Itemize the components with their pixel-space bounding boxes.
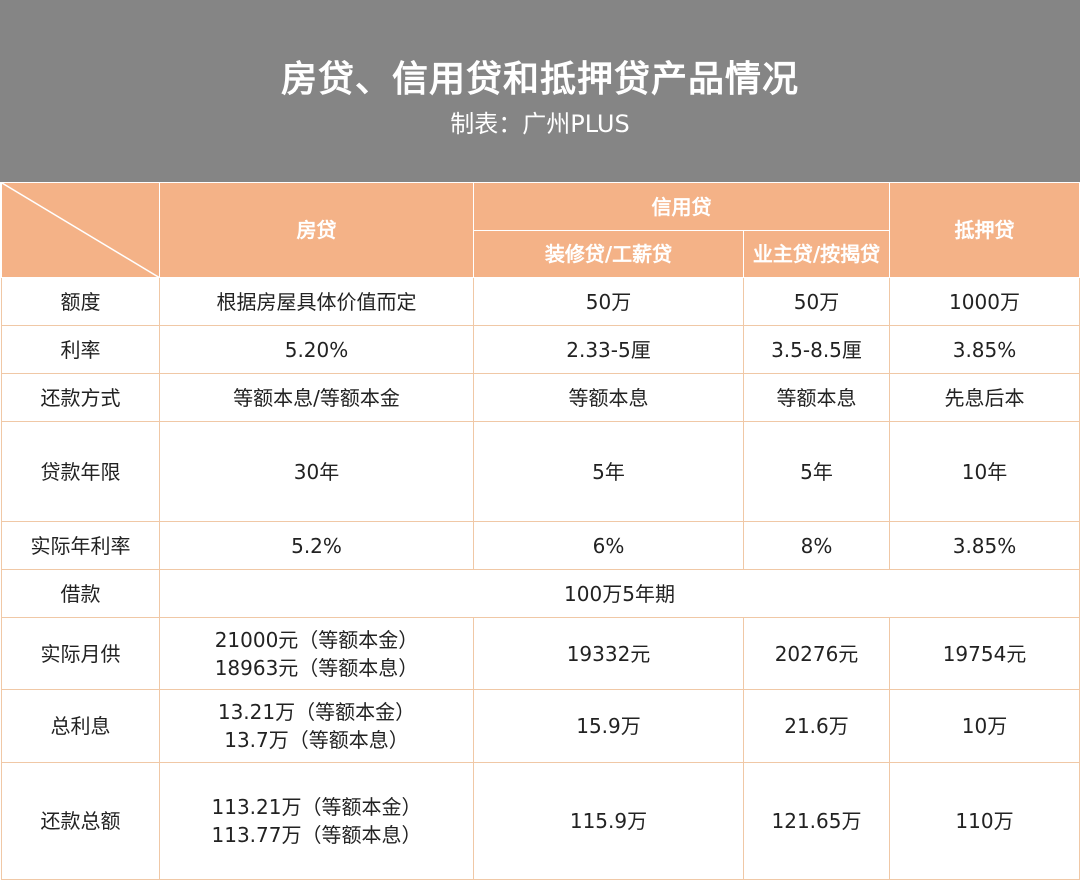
cell-line: 113.21万（等额本金） (211, 795, 422, 819)
cell-pledge: 先息后本 (889, 373, 1080, 422)
corner-cell (1, 182, 160, 278)
cell-credit-sub2: 3.5-8.5厘 (743, 325, 890, 374)
cell-pledge: 10万 (889, 689, 1080, 763)
page-header: 房贷、信用贷和抵押贷产品情况 制表：广州PLUS (0, 0, 1080, 182)
row-label: 借款 (1, 569, 160, 618)
cell-mortgage: 5.20% (159, 325, 474, 374)
cell-credit-sub1: 等额本息 (473, 373, 744, 422)
cell-mortgage: 等额本息/等额本金 (159, 373, 474, 422)
cell-credit-sub1: 115.9万 (473, 762, 744, 880)
cell-credit-sub2: 8% (743, 521, 890, 570)
table-row-loan: 借款 100万5年期 (1, 569, 1080, 618)
column-header-mortgage: 房贷 (159, 182, 474, 278)
row-label: 贷款年限 (1, 421, 160, 522)
cell-credit-sub2: 20276元 (743, 617, 890, 690)
cell-credit-sub2: 50万 (743, 277, 890, 326)
cell-line: 21000元（等额本金） (214, 627, 419, 652)
table-row: 还款方式 等额本息/等额本金 等额本息 等额本息 先息后本 (1, 373, 1080, 422)
row-label: 还款方式 (1, 373, 160, 422)
table-row: 额度 根据房屋具体价值而定 50万 50万 1000万 (1, 277, 1080, 326)
page-subtitle: 制表：广州PLUS (450, 110, 630, 138)
cell-credit-sub1: 2.33-5厘 (473, 325, 744, 374)
cell-mortgage: 30年 (159, 421, 474, 522)
row-label: 总利息 (1, 689, 160, 763)
table-row: 利率 5.20% 2.33-5厘 3.5-8.5厘 3.85% (1, 325, 1080, 374)
cell-credit-sub1: 15.9万 (473, 689, 744, 763)
table-row: 实际年利率 5.2% 6% 8% 3.85% (1, 521, 1080, 570)
cell-line: 13.21万（等额本金） (217, 700, 416, 724)
diagonal-line (2, 183, 160, 278)
cell-credit-sub1: 50万 (473, 277, 744, 326)
column-header-pledge: 抵押贷 (889, 182, 1080, 278)
row-label: 额度 (1, 277, 160, 326)
column-header-credit-sub1: 装修贷/工薪贷 (473, 230, 744, 278)
cell-credit-sub1: 19332元 (473, 617, 744, 690)
cell-line: 18963元（等额本息） (214, 655, 419, 680)
table-row-monthly: 实际月供 21000元（等额本金） 18963元（等额本息） 19332元 20… (1, 617, 1080, 690)
cell-pledge: 19754元 (889, 617, 1080, 690)
table-row-total: 还款总额 113.21万（等额本金） 113.77万（等额本息） 115.9万 … (1, 762, 1080, 880)
cell-credit-sub1: 6% (473, 521, 744, 570)
row-label: 实际月供 (1, 617, 160, 690)
cell-credit-sub2: 5年 (743, 421, 890, 522)
row-label: 实际年利率 (1, 521, 160, 570)
cell-pledge: 3.85% (889, 521, 1080, 570)
cell-pledge: 3.85% (889, 325, 1080, 374)
cell-mortgage: 根据房屋具体价值而定 (159, 277, 474, 326)
cell-credit-sub2: 等额本息 (743, 373, 890, 422)
cell-credit-sub2: 121.65万 (743, 762, 890, 880)
cell-loan-value: 100万5年期 (159, 569, 1080, 618)
cell-line: 13.7万（等额本息） (224, 728, 409, 752)
row-label: 利率 (1, 325, 160, 374)
cell-pledge: 1000万 (889, 277, 1080, 326)
page-title: 房贷、信用贷和抵押贷产品情况 (280, 59, 799, 100)
cell-mortgage: 113.21万（等额本金） 113.77万（等额本息） (159, 762, 474, 880)
cell-pledge: 10年 (889, 421, 1080, 522)
column-header-credit: 信用贷 (473, 182, 890, 231)
cell-credit-sub1: 5年 (473, 421, 744, 522)
row-label: 还款总额 (1, 762, 160, 880)
cell-mortgage: 21000元（等额本金） 18963元（等额本息） (159, 617, 474, 690)
table-row: 贷款年限 30年 5年 5年 10年 (1, 421, 1080, 522)
table-row-interest: 总利息 13.21万（等额本金） 13.7万（等额本息） 15.9万 21.6万… (1, 689, 1080, 763)
cell-mortgage: 13.21万（等额本金） 13.7万（等额本息） (159, 689, 474, 763)
column-header-credit-sub2: 业主贷/按揭贷 (743, 230, 890, 278)
cell-mortgage: 5.2% (159, 521, 474, 570)
cell-credit-sub2: 21.6万 (743, 689, 890, 763)
cell-line: 113.77万（等额本息） (211, 823, 422, 847)
cell-pledge: 110万 (889, 762, 1080, 880)
loan-comparison-table: 房贷 信用贷 抵押贷 装修贷/工薪贷 业主贷/按揭贷 额度 根据房屋具体价值而定… (1, 182, 1080, 880)
